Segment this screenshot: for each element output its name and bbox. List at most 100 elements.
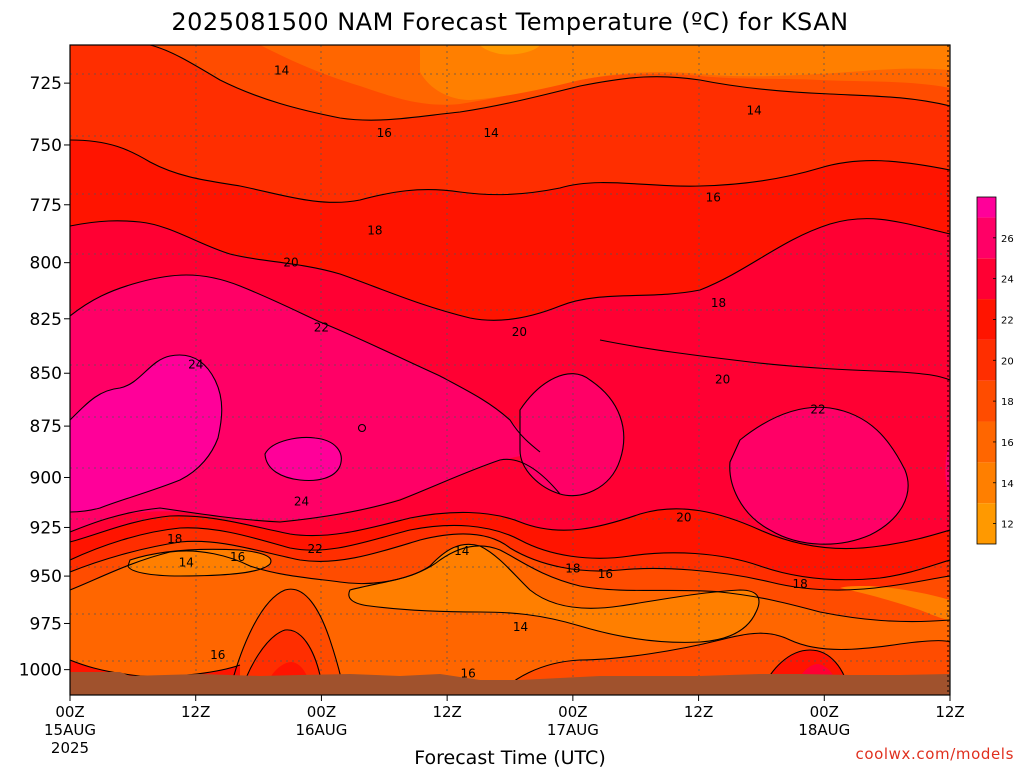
- band-cool-pocket-b: [348, 544, 759, 643]
- y-tick-label: 925: [30, 518, 62, 538]
- colorbar-label: 12: [1001, 520, 1014, 531]
- y-tick-label: 950: [30, 567, 62, 587]
- contour-16-low: [70, 533, 950, 591]
- contour-label: 22: [810, 402, 825, 416]
- y-tick-label: 800: [30, 254, 62, 274]
- band-22-24-blob-c: [729, 407, 909, 545]
- contour-label: 16: [598, 567, 613, 581]
- contour-label: 18: [793, 577, 808, 591]
- contour-label: 24: [294, 495, 309, 509]
- x-tick-date-label: 15AUG: [44, 721, 96, 739]
- colorbar-label: 16: [1001, 438, 1014, 449]
- colorbar-label: 18: [1001, 397, 1014, 408]
- contour-label: 22: [314, 321, 329, 335]
- contour-14-pocket-b: [348, 543, 760, 643]
- colorbar-label: 22: [1001, 315, 1014, 326]
- x-tick-label: 12Z: [432, 703, 461, 721]
- colorbar-swatch: [977, 421, 996, 463]
- x-axis-label: Forecast Time (UTC): [414, 747, 605, 768]
- contour-label: 18: [711, 296, 726, 310]
- y-tick-label: 775: [30, 196, 62, 216]
- contour-label: 16: [706, 191, 721, 205]
- contour-label: 22: [308, 542, 323, 556]
- contour-label: 18: [565, 561, 580, 575]
- contour-label: 16: [230, 550, 245, 564]
- contour-label: 20: [715, 373, 730, 387]
- y-axis: 725 750 775 800 825 850 875 900 925 950 975 1000: [19, 74, 70, 681]
- band-24-26-blob-b: [265, 437, 342, 481]
- contour-label: 14: [513, 620, 528, 634]
- contour-18-top: [70, 218, 950, 321]
- contour-label: 18: [367, 223, 382, 237]
- contour-20-right: [599, 339, 950, 381]
- x-tick-label: 00Z: [810, 703, 839, 721]
- colorbar-label: 14: [1001, 479, 1014, 490]
- x-tick-label: 00Z: [307, 703, 336, 721]
- contour-label: 16: [377, 126, 392, 140]
- gridlines: [70, 45, 950, 695]
- colorbar-label: 20: [1001, 356, 1014, 367]
- x-tick-label: 12Z: [935, 703, 964, 721]
- contour-label: 16: [210, 648, 225, 662]
- plot-frame: [69, 44, 951, 696]
- contour-18-low: [70, 524, 950, 581]
- contour-label: 16: [460, 666, 475, 680]
- colorbar: 26 24 22 20 18 16 14 12: [976, 196, 1014, 545]
- contour-label: 14: [179, 556, 194, 570]
- contour-lines: [70, 45, 950, 695]
- contour-16-surface-b: [229, 588, 345, 695]
- band-cool-pocket-a: [128, 549, 271, 576]
- chart-title: 2025081500 NAM Forecast Temperature (ºC)…: [171, 8, 848, 36]
- contour-label: 14: [274, 64, 289, 78]
- contour-22-left: [70, 354, 223, 513]
- colorbar-label: 26: [1001, 234, 1014, 245]
- contour-label: 14: [746, 104, 761, 118]
- y-tick-label: 725: [30, 74, 62, 94]
- contour-20-top: [70, 274, 541, 453]
- contour-16-top: [70, 139, 950, 203]
- temperature-field: [70, 45, 950, 695]
- contour-label: 18: [167, 532, 182, 546]
- contour-20-low: [70, 508, 950, 550]
- contour-18-surface-b: [759, 649, 851, 695]
- colorbar-swatch: [977, 217, 996, 259]
- colorbar-swatch: [977, 258, 996, 300]
- x-tick-label: 12Z: [181, 703, 210, 721]
- band-11-12: [420, 45, 950, 100]
- contour-16-surface-c: [499, 632, 950, 695]
- contour-label: 20: [283, 256, 298, 270]
- contour-small-ring: [357, 423, 367, 433]
- x-tick-date-label: 18AUG: [798, 721, 850, 739]
- y-tick-label: 850: [30, 364, 62, 384]
- y-tick-label: 825: [30, 310, 62, 330]
- y-tick-label: 1000: [19, 661, 62, 681]
- contour-label: 24: [188, 358, 203, 372]
- band-cool-top: [480, 45, 540, 55]
- contour-label: 20: [676, 511, 691, 525]
- colorbar-swatch: [977, 380, 996, 422]
- x-tick-label: 00Z: [558, 703, 587, 721]
- x-tick-label: 00Z: [55, 703, 84, 721]
- contour-label: 14: [454, 544, 469, 558]
- contour-label: 20: [512, 325, 527, 339]
- contour-22-blob-c: [729, 406, 909, 545]
- y-tick-label: 975: [30, 614, 62, 634]
- y-tick-label: 750: [30, 136, 62, 156]
- colorbar-frame: [976, 196, 997, 545]
- colorbar-label: 24: [1001, 275, 1014, 286]
- band-cool-pocket-c: [840, 586, 950, 620]
- credit-text: coolwx.com/models: [856, 745, 1015, 763]
- y-tick-label: 900: [30, 468, 62, 488]
- colorbar-swatch: [977, 462, 996, 504]
- y-tick-label: 875: [30, 417, 62, 437]
- colorbar-swatch: [977, 339, 996, 381]
- contour-label: 14: [484, 126, 499, 140]
- contour-24-blob-b: [264, 436, 342, 482]
- colorbar-swatch: [977, 299, 996, 340]
- band-24-26: [70, 355, 222, 512]
- x-tick-date-label: 16AUG: [295, 721, 347, 739]
- contour-labels: 14 14 14 16 16 18 18 20 20 20 22 22 24 24 22 20 18 16 14 14…: [167, 64, 826, 681]
- contour-22-low: [70, 458, 561, 533]
